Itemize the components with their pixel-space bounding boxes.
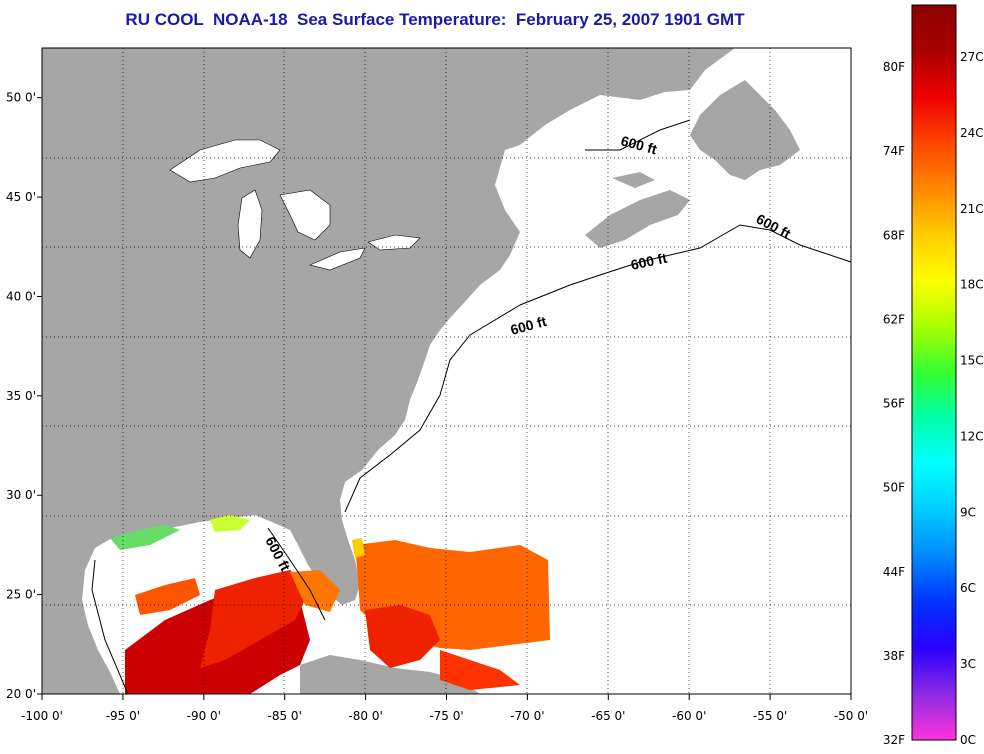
colorbar-fahrenheit-labels: 80F 74F 68F 62F 56F 50F 44F 38F 32F bbox=[883, 60, 905, 747]
colorbar-f-label: 62F bbox=[883, 312, 905, 326]
grid-lines bbox=[42, 48, 851, 694]
lon-tick-label: -100 0' bbox=[21, 709, 63, 723]
colorbar-c-label: 18C bbox=[960, 278, 984, 292]
map-title: RU COOL NOAA-18 Sea Surface Temperature:… bbox=[125, 10, 745, 29]
lon-tick-label: -60 0' bbox=[672, 709, 706, 723]
colorbar-c-label: 27C bbox=[960, 50, 984, 64]
colorbar-f-label: 74F bbox=[883, 144, 905, 158]
cuba-land bbox=[300, 655, 480, 694]
colorbar-gradient bbox=[911, 4, 957, 741]
colorbar-f-label: 68F bbox=[883, 228, 905, 242]
colorbar-c-label: 21C bbox=[960, 202, 984, 216]
lake-ontario bbox=[367, 234, 421, 251]
lat-tick-label: 50 0' bbox=[6, 91, 36, 105]
lon-tick-label: -85 0' bbox=[268, 709, 302, 723]
lon-tick-label: -75 0' bbox=[429, 709, 463, 723]
north-america-land bbox=[42, 48, 735, 694]
lat-tick-label: 30 0' bbox=[6, 488, 36, 502]
lon-tick-label: -80 0' bbox=[348, 709, 382, 723]
lake-superior bbox=[169, 139, 281, 183]
colorbar-c-label: 9C bbox=[960, 505, 976, 519]
colorbar-celsius-labels: 27C 24C 21C 18C 15C 12C 9C 6C 3C 0C bbox=[960, 50, 984, 747]
lake-huron bbox=[279, 189, 331, 241]
newfoundland-land bbox=[690, 80, 800, 180]
lat-tick-label: 20 0' bbox=[6, 687, 36, 701]
colorbar-f-label: 56F bbox=[883, 397, 905, 411]
contour-label: 600 ft bbox=[629, 250, 668, 273]
colorbar-f-label: 38F bbox=[883, 649, 905, 663]
colorbar-f-label: 32F bbox=[883, 733, 905, 747]
colorbar-f-label: 50F bbox=[883, 481, 905, 495]
colorbar-f-label: 44F bbox=[883, 565, 905, 579]
colorbar-c-label: 12C bbox=[960, 429, 984, 443]
lat-tick-label: 40 0' bbox=[6, 289, 36, 303]
colorbar-c-label: 0C bbox=[960, 733, 976, 747]
latitude-axis: 20 0' 25 0' 30 0' 35 0' 40 0' 45 0' 50 0' bbox=[6, 91, 42, 701]
colorbar-c-label: 6C bbox=[960, 581, 976, 595]
lon-tick-label: -95 0' bbox=[106, 709, 140, 723]
pei-land bbox=[612, 172, 655, 188]
longitude-axis: -100 0' -95 0' -90 0' -85 0' -80 0' -75 0' -70… bbox=[21, 694, 868, 723]
lat-tick-label: 45 0' bbox=[6, 190, 36, 204]
nova-scotia-land bbox=[585, 190, 690, 248]
sst-data-patches bbox=[110, 515, 550, 694]
st-lawrence-gulf bbox=[570, 100, 672, 170]
lon-tick-label: -70 0' bbox=[510, 709, 544, 723]
lake-michigan bbox=[237, 189, 263, 259]
lon-tick-label: -90 0' bbox=[187, 709, 221, 723]
colorbar-c-label: 15C bbox=[960, 354, 984, 368]
lon-tick-label: -55 0' bbox=[753, 709, 787, 723]
lon-tick-label: -50 0' bbox=[834, 709, 868, 723]
bathymetry-600ft-contour bbox=[91, 119, 852, 695]
colorbar-c-label: 3C bbox=[960, 657, 976, 671]
lon-tick-label: -65 0' bbox=[591, 709, 625, 723]
lat-tick-label: 25 0' bbox=[6, 588, 36, 602]
lat-tick-label: 35 0' bbox=[6, 389, 36, 403]
colorbar-f-label: 80F bbox=[883, 60, 905, 74]
lake-erie bbox=[309, 247, 366, 271]
colorbar-c-label: 24C bbox=[960, 126, 984, 140]
